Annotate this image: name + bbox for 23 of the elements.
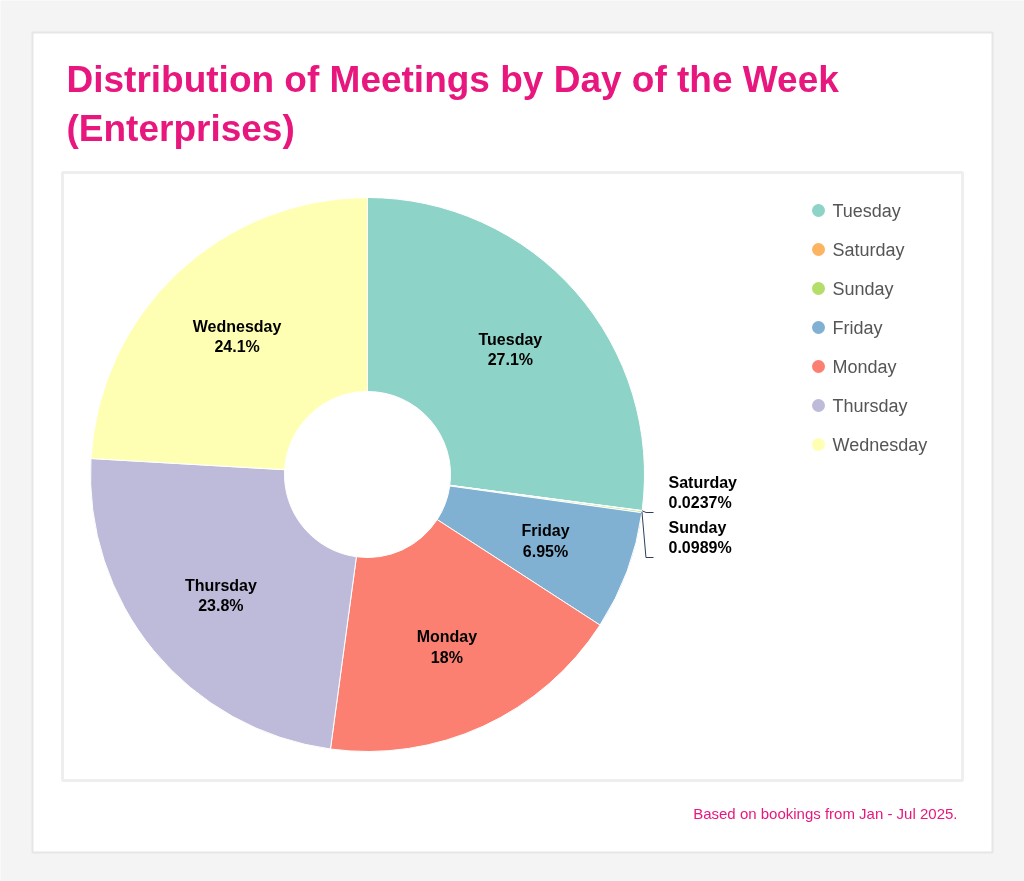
data-label: 6.95% xyxy=(522,542,569,560)
legend-label: Wednesday xyxy=(832,434,928,455)
text: Based on bookings from Jan - Jul 2025. xyxy=(693,805,958,822)
slice-label: Saturday xyxy=(668,473,738,491)
data-label: 27.1% xyxy=(487,350,534,368)
legend-label: Friday xyxy=(832,317,883,338)
slice-label: Wednesday xyxy=(192,317,282,335)
data-label: 0.0237% xyxy=(668,494,732,512)
legend-label: Thursday xyxy=(832,395,908,416)
slice-label: Friday xyxy=(521,522,570,540)
data-label: 0.0989% xyxy=(668,539,732,557)
legend-label: Sunday xyxy=(832,278,894,299)
legend-label: Monday xyxy=(832,356,897,377)
chart-title: Distribution of Meetings by Day of the Week (Enterprises) xyxy=(66,58,840,149)
slice-label: Thursday xyxy=(184,576,258,594)
slice-label: Sunday xyxy=(668,518,727,536)
legend-label: Saturday xyxy=(832,239,905,260)
data-label: 23.8% xyxy=(198,597,244,615)
slice-label: Monday xyxy=(416,628,478,646)
data-label: 18% xyxy=(430,648,463,666)
data-label: 24.1% xyxy=(214,338,260,356)
legend-label: Tuesday xyxy=(832,200,901,221)
slice-label: Tuesday xyxy=(478,330,543,348)
